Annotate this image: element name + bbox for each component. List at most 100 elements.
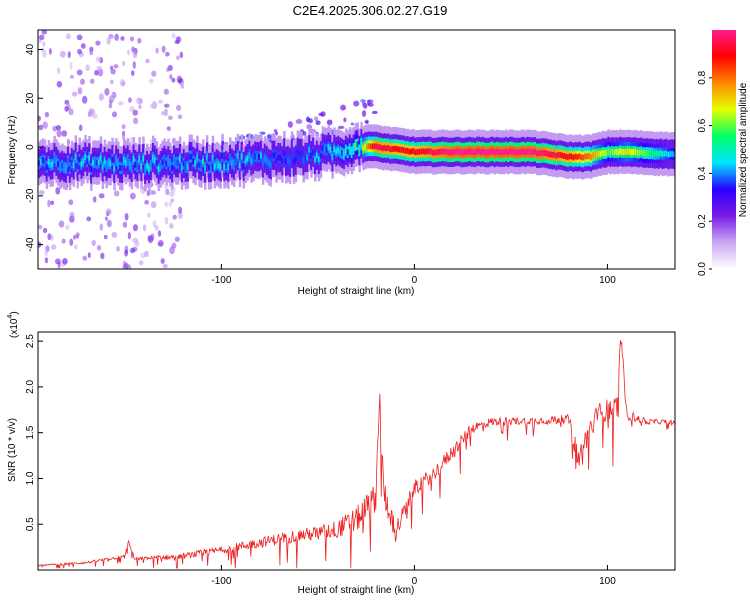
spectrogram-ridge-cell: [130, 164, 134, 171]
spectrogram-ridge-cell: [624, 148, 628, 155]
spectrogram-ridge-cell: [165, 160, 168, 167]
spectrogram-ridge-cell: [331, 153, 334, 160]
spectrogram-noise-cell: [166, 126, 171, 131]
spectrogram-ridge-cell: [273, 152, 276, 159]
spectrogram-ridge-cell: [90, 165, 93, 172]
spectrogram-noise-cell: [42, 227, 48, 234]
spectrogram-ridge-cell: [238, 162, 242, 169]
spectrogram-ridge-cell: [267, 160, 271, 167]
spectrogram-noise-cell: [157, 230, 162, 237]
spectrogram-noise-cell: [140, 186, 146, 195]
spectrogram-y-tick-label: -40: [25, 237, 36, 252]
spectrogram-ridge-cell: [196, 154, 199, 161]
spectrogram-noise-cell: [106, 37, 111, 45]
spectrogram-ridge-cell: [82, 158, 85, 165]
spectrogram-noise-cell: [122, 221, 128, 228]
spectrogram-ridge-cell: [667, 151, 670, 158]
spectrogram-noise-cell: [177, 211, 183, 220]
figure-title: C2E4.2025.306.02.27.G19: [293, 3, 448, 18]
spectrogram-ridge-cell: [518, 149, 522, 156]
spectrogram-noise-cell: [164, 216, 169, 225]
spectrogram-ridge-cell: [651, 150, 655, 157]
spectrogram-ridge-cell: [425, 148, 429, 155]
spectrogram-ridge-cell: [406, 147, 410, 154]
spectrogram-noise-cell: [165, 51, 170, 57]
spectrogram-ridge-cell: [352, 146, 356, 152]
spectrogram-noise-cell: [177, 114, 183, 120]
spectrogram-ridge-cell: [397, 146, 400, 153]
spectrogram-ridge-cell: [377, 144, 381, 151]
spectrogram-ridge-cell: [198, 161, 201, 168]
spectrogram-ridge-cell: [553, 151, 556, 158]
spectrogram-ridge-cell: [414, 149, 417, 156]
spectrogram-ridge-cell: [389, 146, 392, 153]
spectrogram-noise-cell: [50, 234, 54, 242]
spectrogram-noise-cell: [287, 121, 293, 128]
spectrogram-noise-cell: [95, 56, 102, 63]
snr-series-line: [38, 340, 675, 569]
spectrogram-noise-cell: [57, 67, 61, 75]
spectrogram-noise-cell: [69, 238, 74, 246]
spectrogram-ridge-cell: [271, 152, 274, 159]
spectrogram-ridge-cell: [586, 153, 589, 160]
spectrogram-ridge-cell: [478, 148, 481, 155]
spectrogram-ridge-cell: [454, 148, 458, 155]
spectrogram-noise-cell: [110, 79, 114, 85]
spectrogram-ridge-cell: [507, 149, 510, 156]
spectrogram-ridge-cell: [122, 157, 126, 163]
spectrogram-noise-cell: [267, 134, 272, 140]
spectrogram-noise-cell: [114, 33, 119, 41]
spectrogram-ridge-cell: [146, 162, 149, 169]
spectrogram-ridge-cell: [153, 157, 157, 164]
spectrogram-ridge-cell: [346, 149, 350, 156]
spectrogram-ridge-cell: [138, 156, 141, 162]
spectrogram-ridge-cell: [53, 154, 56, 161]
spectrogram-ridge-cell: [480, 149, 483, 155]
spectrogram-noise-cell: [38, 224, 43, 230]
spectrogram-ridge-cell: [107, 160, 110, 167]
spectrogram-ridge-cell: [568, 153, 572, 160]
spectrogram-ridge-cell: [418, 148, 421, 155]
spectrogram-ridge-cell: [184, 164, 188, 171]
spectrogram-ridge-cell: [400, 146, 404, 153]
spectrogram-ridge-cell: [256, 153, 259, 160]
spectrogram-ridge-cell: [497, 148, 500, 155]
spectrogram-ridge-cell: [458, 148, 462, 155]
spectrogram-ridge-cell: [265, 157, 269, 164]
spectrogram-ridge-cell: [439, 148, 442, 155]
spectrogram-noise-cell: [306, 116, 310, 123]
spectrogram-ridge-cell: [93, 159, 97, 166]
snr-background: [38, 332, 675, 570]
spectrogram-noise-cell: [124, 249, 129, 257]
spectrogram-ridge-cell: [665, 150, 668, 157]
spectrogram-noise-cell: [103, 234, 108, 240]
spectrogram-ridge-cell: [653, 151, 657, 157]
spectrogram-noise-cell: [129, 192, 136, 200]
spectrogram-noise-cell: [353, 100, 360, 107]
spectrogram-ridge-cell: [628, 148, 632, 155]
spectrogram-ridge-cell: [325, 146, 329, 153]
spectrogram-noise-cell: [337, 125, 345, 130]
spectrogram-ridge-cell: [259, 152, 263, 159]
spectrogram-ridge-cell: [335, 148, 338, 155]
spectrogram-ridge-cell: [385, 145, 388, 152]
spectrogram-ridge-cell: [344, 147, 348, 154]
spectrogram-ridge-cell: [591, 152, 595, 159]
spectrogram-ridge-cell: [117, 160, 120, 167]
spectrogram-ridge-cell: [516, 149, 520, 156]
spectrogram-noise-cell: [134, 240, 140, 247]
spectrogram-ridge-cell: [582, 154, 585, 161]
spectrogram-noise-cell: [164, 201, 169, 208]
spectrogram-noise-cell: [313, 116, 319, 122]
spectrogram-noise-cell: [61, 130, 67, 137]
spectrogram-ridge-cell: [657, 151, 661, 158]
spectrogram-ridge-cell: [188, 153, 191, 160]
spectrogram-ridge-cell: [92, 159, 95, 166]
spectrogram-ridge-cell: [572, 154, 576, 161]
spectrogram-ridge-cell: [119, 164, 122, 171]
snr-x-ticks: -100 0 100: [211, 565, 616, 587]
spectrogram-noise-cell: [149, 103, 155, 109]
spectrogram-ridge-cell: [408, 148, 412, 155]
spectrogram-noise-cell: [122, 263, 129, 269]
spectrogram-ridge-cell: [308, 146, 311, 153]
